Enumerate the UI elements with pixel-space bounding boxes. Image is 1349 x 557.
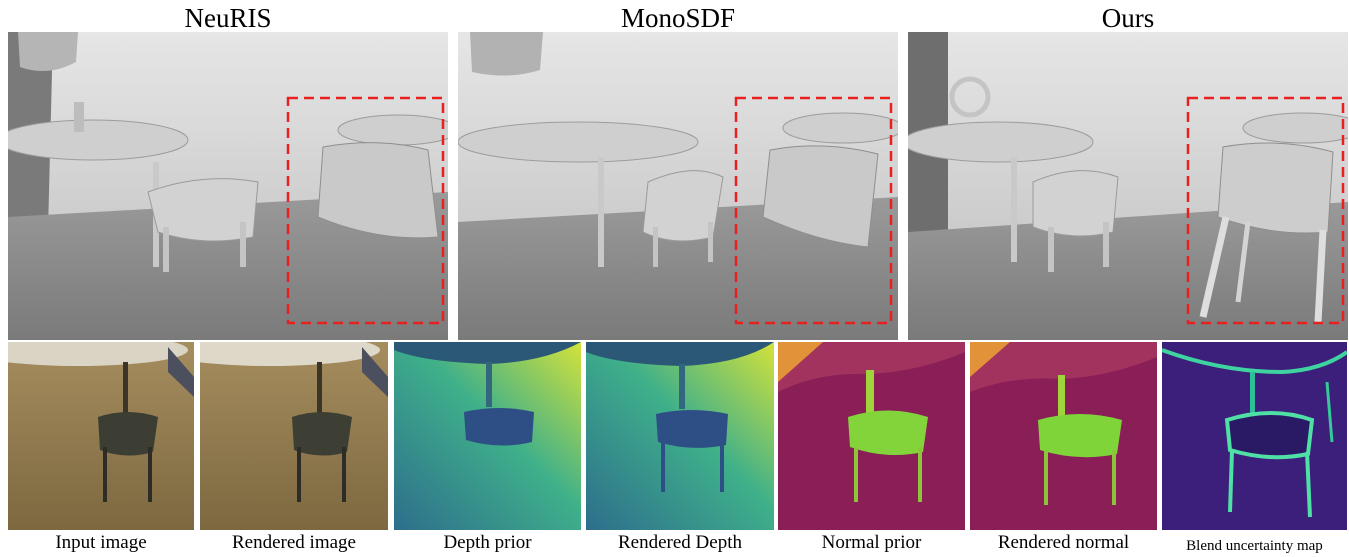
title-neuris: NeuRIS: [184, 3, 272, 33]
caption-depth-prior: Depth prior: [443, 532, 532, 553]
thumb-depth-prior: [394, 342, 581, 530]
highlight-box: [734, 96, 893, 325]
panel-monosdf-mesh: [458, 32, 898, 340]
thumb-rendered-depth: [586, 342, 774, 530]
title-monosdf: MonoSDF: [620, 3, 736, 33]
caption-rendered-depth: Rendered Depth: [618, 532, 742, 553]
panel-ours-mesh: [908, 32, 1348, 340]
highlight-box: [1186, 96, 1345, 325]
caption-rendered-normal: Rendered normal: [997, 532, 1130, 553]
panel-neuris-mesh: [8, 32, 448, 340]
title-ours: Ours: [1101, 3, 1155, 33]
highlight-box: [286, 96, 445, 325]
caption-normal-prior: Normal prior: [821, 532, 922, 553]
thumb-normal-prior: [778, 342, 965, 530]
caption-blend-uncertainty-map: Blend uncertainty map: [1186, 538, 1323, 554]
caption-rendered-image: Rendered image: [232, 532, 356, 553]
thumb-rendered-image: [200, 342, 388, 530]
thumb-input-image: [8, 342, 194, 530]
thumb-rendered-normal: [970, 342, 1157, 530]
thumb-blend-uncertainty-map: [1162, 342, 1347, 530]
caption-input-image: Input image: [55, 532, 147, 553]
